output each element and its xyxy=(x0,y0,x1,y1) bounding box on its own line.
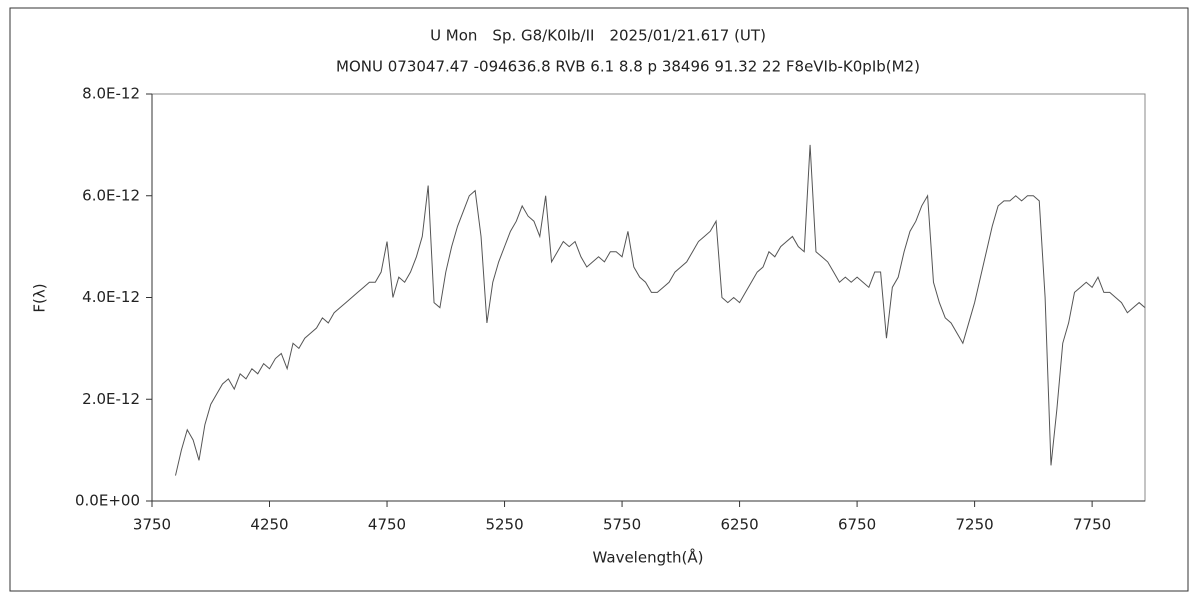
y-axis-label: F(λ) xyxy=(31,283,49,312)
x-tick-label: 6750 xyxy=(838,516,876,534)
y-tick-label: 0.0E+00 xyxy=(75,492,140,510)
x-tick-label: 4250 xyxy=(250,516,288,534)
spectrum-line xyxy=(175,144,1146,476)
x-tick-label: 6250 xyxy=(720,516,758,534)
x-tick-label: 4750 xyxy=(368,516,406,534)
x-tick-label: 7750 xyxy=(1073,516,1111,534)
y-tick-label: 4.0E-12 xyxy=(82,288,140,306)
x-tick-label: 3750 xyxy=(133,516,171,534)
frame xyxy=(9,7,1189,592)
x-tick-label: 5250 xyxy=(485,516,523,534)
chart-title: U Mon Sp. G8/K0Ib/II 2025/01/21.617 (UT) xyxy=(430,27,766,45)
plot-area xyxy=(151,93,1146,502)
y-tick-label: 2.0E-12 xyxy=(82,390,140,408)
y-tick-label: 6.0E-12 xyxy=(82,186,140,204)
y-tick-label: 8.0E-12 xyxy=(82,85,140,103)
x-axis-label: Wavelength(Å) xyxy=(593,548,704,567)
x-tick-label: 5750 xyxy=(603,516,641,534)
chart-subtitle: MONU 073047.47 -094636.8 RVB 6.1 8.8 p 3… xyxy=(336,58,920,76)
x-tick-label: 7250 xyxy=(956,516,994,534)
